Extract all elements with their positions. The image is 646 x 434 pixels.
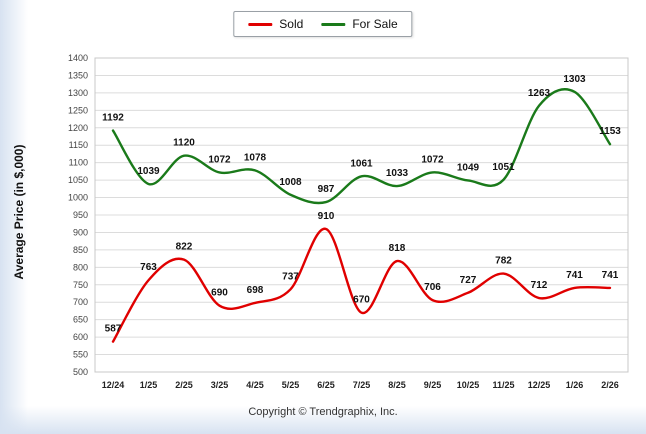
series-line-sold xyxy=(111,227,612,343)
data-label: 818 xyxy=(389,243,406,254)
data-label: 1120 xyxy=(173,138,195,149)
y-tick-label: 750 xyxy=(73,280,88,290)
for-sale-line-swatch xyxy=(321,22,346,26)
sold-line-swatch xyxy=(248,22,273,26)
data-label: 1263 xyxy=(528,88,551,99)
x-tick-label: 11/25 xyxy=(492,380,514,390)
y-tick-label: 1150 xyxy=(69,140,88,150)
data-label: 690 xyxy=(211,288,228,299)
data-label: 782 xyxy=(495,256,512,267)
legend-item-for-sale: For Sale xyxy=(321,17,398,31)
data-label: 1039 xyxy=(137,166,160,177)
y-tick-label: 850 xyxy=(73,245,88,255)
x-tick-label: 10/25 xyxy=(457,380,480,390)
y-tick-label: 700 xyxy=(73,297,88,307)
y-tick-label: 1300 xyxy=(68,88,88,98)
data-label: 1051 xyxy=(492,162,515,173)
data-label: 1303 xyxy=(563,74,586,85)
x-tick-label: 2/26 xyxy=(601,380,619,390)
data-label: 763 xyxy=(140,262,157,273)
data-label: 741 xyxy=(602,270,619,281)
data-label: 1153 xyxy=(599,126,621,137)
data-label: 670 xyxy=(353,295,370,306)
y-tick-label: 900 xyxy=(73,227,88,237)
data-label: 706 xyxy=(424,282,441,293)
data-label: 1049 xyxy=(457,162,480,173)
x-tick-label: 8/25 xyxy=(388,380,406,390)
data-label: 1072 xyxy=(421,154,444,165)
data-label: 1061 xyxy=(350,158,373,169)
y-tick-label: 500 xyxy=(73,367,88,377)
x-tick-label: 2/25 xyxy=(175,380,193,390)
y-tick-label: 1100 xyxy=(69,158,88,168)
data-label: 1033 xyxy=(386,168,409,179)
data-label: 1192 xyxy=(102,113,124,124)
x-tick-label: 12/25 xyxy=(528,380,551,390)
y-tick-label: 1250 xyxy=(68,105,88,115)
data-label: 712 xyxy=(531,280,548,291)
data-label: 1008 xyxy=(279,177,302,188)
legend: Sold For Sale xyxy=(233,11,413,37)
data-label: 987 xyxy=(318,184,335,195)
legend-item-sold: Sold xyxy=(248,17,303,31)
x-tick-label: 9/25 xyxy=(424,380,442,390)
y-tick-label: 650 xyxy=(73,315,88,325)
data-label: 1072 xyxy=(208,154,231,165)
y-tick-label: 1200 xyxy=(68,123,88,133)
data-label: 1078 xyxy=(244,152,267,163)
x-tick-label: 3/25 xyxy=(211,380,229,390)
y-tick-label: 550 xyxy=(73,350,88,360)
x-tick-label: 7/25 xyxy=(353,380,371,390)
x-tick-label: 6/25 xyxy=(317,380,335,390)
y-tick-label: 950 xyxy=(73,210,88,220)
data-label: 737 xyxy=(282,271,299,282)
x-tick-label: 5/25 xyxy=(282,380,300,390)
series-line-for-sale xyxy=(111,88,612,205)
y-tick-label: 600 xyxy=(73,332,88,342)
plot-border xyxy=(94,57,629,373)
x-tick-label: 12/24 xyxy=(102,380,125,390)
y-tick-label: 1350 xyxy=(68,70,88,80)
data-label: 727 xyxy=(460,275,477,286)
legend-for-sale-label: For Sale xyxy=(352,17,398,31)
x-tick-label: 4/25 xyxy=(246,380,264,390)
data-label: 587 xyxy=(105,324,122,335)
y-tick-label: 800 xyxy=(73,262,88,272)
y-tick-label: 1400 xyxy=(68,53,88,63)
copyright-text: Copyright © Trendgraphix, Inc. xyxy=(248,406,398,418)
data-label: 741 xyxy=(566,270,583,281)
y-tick-label: 1050 xyxy=(68,175,88,185)
y-tick-label: 1000 xyxy=(68,193,88,203)
x-tick-label: 1/26 xyxy=(566,380,584,390)
data-label: 698 xyxy=(247,285,264,296)
data-label: 822 xyxy=(176,242,193,253)
y-axis-title: Average Price (in $,000) xyxy=(12,144,26,280)
data-label: 910 xyxy=(318,211,335,222)
legend-sold-label: Sold xyxy=(279,17,304,31)
x-tick-label: 1/25 xyxy=(140,380,158,390)
